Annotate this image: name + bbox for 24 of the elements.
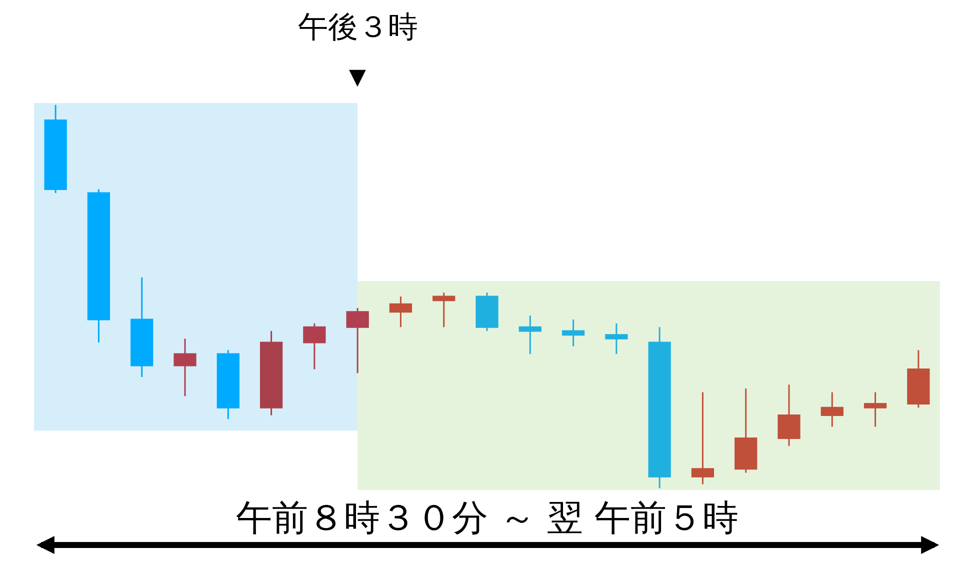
candlestick bbox=[605, 322, 628, 355]
candlestick bbox=[476, 292, 498, 332]
candlestick bbox=[216, 349, 240, 420]
candlestick bbox=[389, 296, 412, 328]
candlestick bbox=[907, 349, 930, 408]
candlestick bbox=[432, 292, 456, 328]
candlestick bbox=[562, 318, 585, 348]
candlestick bbox=[820, 392, 844, 428]
candlestick bbox=[648, 326, 671, 489]
candlestick bbox=[44, 104, 67, 194]
candlestick bbox=[174, 338, 196, 397]
text: ▼ bbox=[349, 65, 366, 90]
candlestick bbox=[303, 322, 326, 370]
candlestick bbox=[778, 384, 800, 447]
candlestick bbox=[87, 188, 110, 344]
candlestick bbox=[130, 276, 154, 378]
text: 午後３時 bbox=[298, 10, 418, 45]
candlestick bbox=[346, 307, 369, 374]
candlestick bbox=[518, 314, 542, 355]
candlestick bbox=[734, 388, 758, 474]
candlestick bbox=[260, 330, 283, 416]
text: 午前８時３０分 ～ 翌 午前５時 bbox=[236, 498, 738, 539]
candlestick bbox=[691, 392, 714, 485]
candlestick bbox=[864, 392, 887, 428]
